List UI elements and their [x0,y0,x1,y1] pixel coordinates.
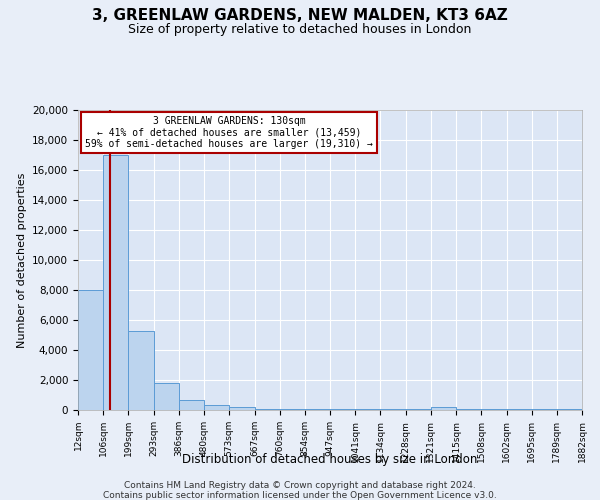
Bar [229,407,254,410]
Bar [481,409,506,410]
Bar [179,400,204,410]
Text: Distribution of detached houses by size in London: Distribution of detached houses by size … [182,452,478,466]
Text: 3 GREENLAW GARDENS: 130sqm
← 41% of detached houses are smaller (13,459)
59% of : 3 GREENLAW GARDENS: 130sqm ← 41% of deta… [85,116,373,149]
Bar [305,409,330,410]
Bar [280,409,305,410]
Bar [254,408,280,410]
Text: 3, GREENLAW GARDENS, NEW MALDEN, KT3 6AZ: 3, GREENLAW GARDENS, NEW MALDEN, KT3 6AZ [92,8,508,22]
Bar [103,155,128,410]
Bar [532,409,557,410]
Bar [506,409,532,410]
Bar [154,383,179,410]
Bar [431,407,456,410]
Bar [557,409,582,410]
Bar [380,409,406,410]
Bar [330,409,355,410]
Text: Contains public sector information licensed under the Open Government Licence v3: Contains public sector information licen… [103,491,497,500]
Bar [128,330,154,410]
Bar [406,409,431,410]
Text: Size of property relative to detached houses in London: Size of property relative to detached ho… [128,22,472,36]
Text: Contains HM Land Registry data © Crown copyright and database right 2024.: Contains HM Land Registry data © Crown c… [124,481,476,490]
Bar [78,290,103,410]
Y-axis label: Number of detached properties: Number of detached properties [17,172,26,348]
Bar [355,409,380,410]
Bar [456,409,481,410]
Bar [204,405,229,410]
